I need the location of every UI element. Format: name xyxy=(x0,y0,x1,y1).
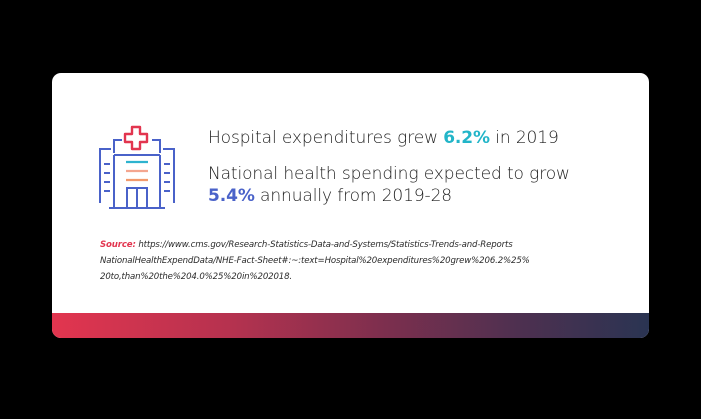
stat-hospital-expenditures: Hospital expenditures grew 6.2% in 2019 xyxy=(208,127,608,149)
stat1-prefix: Hospital expenditures grew xyxy=(208,128,444,148)
source-url-line3[interactable]: 20to,than%20the%204.0%25%20in%202018. xyxy=(100,272,292,282)
stat2-highlight: 5.4% xyxy=(208,186,255,206)
source-label: Source: xyxy=(100,240,136,250)
gradient-footer-band xyxy=(52,313,649,338)
source-citation: Source: https://www.cms.gov/Research-Sta… xyxy=(100,237,620,285)
stat1-suffix: in 2019 xyxy=(489,128,559,148)
source-url-line2[interactable]: NationalHealthExpendData/NHE-Fact-Sheet#… xyxy=(100,256,530,266)
stats-block: Hospital expenditures grew 6.2% in 2019 … xyxy=(208,125,608,207)
source-url-line1[interactable]: https://www.cms.gov/Research-Statistics-… xyxy=(135,240,513,250)
stat2-prefix: National health spending expected to gro… xyxy=(208,164,570,184)
stat-national-spending: National health spending expected to gro… xyxy=(208,163,608,207)
stat1-highlight: 6.2% xyxy=(443,128,490,148)
stat2-suffix: annually from 2019-28 xyxy=(254,186,453,206)
stat-card: Hospital expenditures grew 6.2% in 2019 … xyxy=(52,73,649,338)
hospital-icon xyxy=(99,125,175,209)
